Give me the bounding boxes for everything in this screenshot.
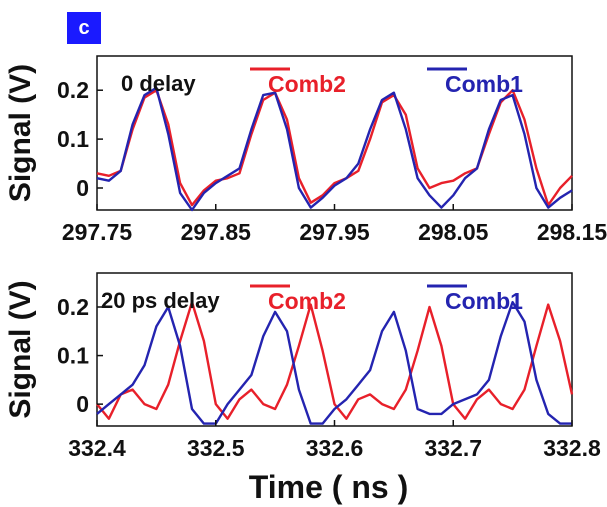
series-line-comb2 xyxy=(96,88,573,207)
y-tick-label: 0.2 xyxy=(57,77,89,103)
legend-label-comb1: Comb1 xyxy=(445,288,523,314)
x-tick-label: 332.5 xyxy=(187,435,245,461)
legend-label-comb2: Comb2 xyxy=(268,71,346,97)
delay-annotation: 20 ps delay xyxy=(101,288,220,313)
x-tick-label: 298.05 xyxy=(418,219,489,245)
x-tick-label: 297.95 xyxy=(299,219,370,245)
x-tick-label: 298.15 xyxy=(537,219,607,245)
x-tick-label: 332.4 xyxy=(68,435,126,461)
top-panel: 297.75 297.85 297.95 298.05 298.15 0.2 0.1 0 Sig… xyxy=(4,55,607,245)
series-line-comb2 xyxy=(96,300,574,420)
x-axis-label: Time ( ns ) xyxy=(249,469,408,505)
x-tick-label: 332.8 xyxy=(543,435,601,461)
y-axis-label: Signal (V) xyxy=(4,64,37,202)
panel-label-badge: c xyxy=(67,12,101,44)
legend-label-comb1: Comb1 xyxy=(445,71,523,97)
x-tick-label: 332.7 xyxy=(424,435,482,461)
y-tick-label: 0 xyxy=(76,391,89,417)
y-tick-label: 0.1 xyxy=(57,126,89,152)
series-line-comb1 xyxy=(96,86,573,212)
x-tick-label: 332.6 xyxy=(306,435,364,461)
x-tick-label: 297.75 xyxy=(62,219,133,245)
y-tick-label: 0.2 xyxy=(57,294,89,320)
x-tick-label: 297.85 xyxy=(181,219,252,245)
bottom-panel: 332.4 332.5 332.6 332.7 332.8 0.2 0.1 0 Signal (… xyxy=(4,272,601,505)
y-axis-label: Signal (V) xyxy=(4,280,37,418)
delay-annotation: 0 delay xyxy=(121,71,196,96)
legend-label-comb2: Comb2 xyxy=(268,288,346,314)
y-tick-label: 0 xyxy=(76,175,89,201)
y-tick-label: 0.1 xyxy=(57,343,89,369)
series-line-comb1 xyxy=(96,300,572,425)
